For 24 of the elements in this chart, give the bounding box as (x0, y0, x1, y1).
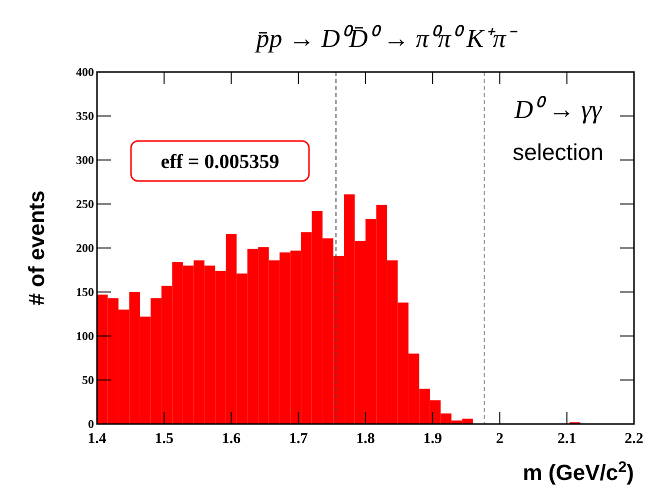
x-tick-label: 1.5 (154, 431, 174, 447)
y-tick-label: 200 (76, 241, 94, 255)
x-axis-title: m (GeV/c$^{2}$) (522, 458, 634, 485)
y-axis-title: # of events (24, 190, 49, 306)
chart-title: p̄p → D⁰D̄⁰ → π⁰π⁰ K⁺π⁻ (254, 24, 518, 53)
y-tick-label: 150 (76, 285, 94, 299)
x-tick-label: 1.9 (423, 431, 442, 447)
annotation: selection (512, 139, 604, 165)
annotation: eff = 0.005359 (160, 151, 280, 173)
y-tick-label: 350 (76, 109, 94, 123)
x-tick-label: 1.8 (356, 431, 375, 447)
x-tick-label: 1.7 (289, 431, 308, 447)
y-tick-label: 400 (76, 65, 94, 79)
y-tick-label: 300 (76, 153, 94, 167)
x-tick-label: 1.4 (88, 431, 107, 447)
annotation: D⁰ → γγ (513, 95, 602, 124)
x-tick-label: 2 (496, 431, 504, 447)
y-tick-label: 0 (88, 417, 94, 431)
y-tick-label: 100 (76, 329, 94, 343)
x-tick-label: 1.6 (222, 431, 242, 447)
x-tick-label: 2.2 (624, 431, 644, 447)
y-tick-label: 50 (82, 373, 94, 387)
y-tick-label: 250 (76, 197, 94, 211)
x-tick-label: 2.1 (558, 431, 576, 447)
